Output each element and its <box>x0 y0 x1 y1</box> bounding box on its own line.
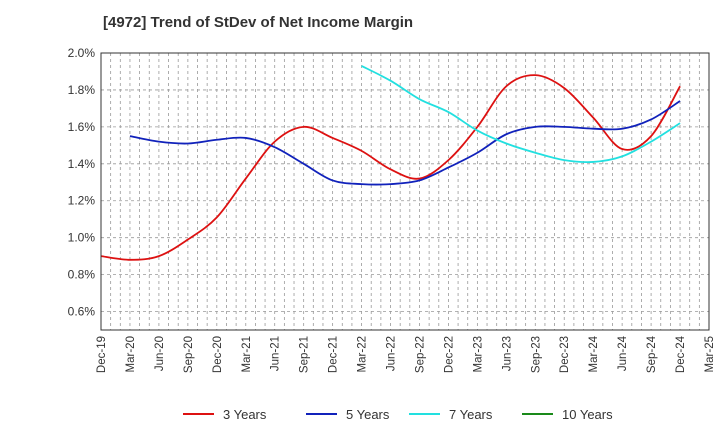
x-tick-label: Sep-22 <box>414 336 426 373</box>
x-tick-label: Mar-23 <box>472 336 484 372</box>
x-tick-label: Mar-25 <box>704 336 716 372</box>
x-tick-label: Dec-24 <box>675 335 687 373</box>
legend-label: 10 Years <box>562 407 613 422</box>
plot-frame <box>100 52 710 331</box>
y-tick-label: 0.8% <box>68 268 96 282</box>
y-axis-ticks: 2.0% 1.8% 1.6% 1.4% 1.2% 1.0% 0.8% 0.6% <box>68 46 96 319</box>
x-tick-label: Jun-22 <box>386 336 398 371</box>
x-tick-label: Dec-22 <box>443 336 455 373</box>
x-tick-label: Sep-24 <box>646 335 658 373</box>
x-axis-ticks: Dec-19 Mar-20 Jun-20 Sep-20 Dec-20 Mar-21 Jun-… <box>96 335 716 373</box>
y-tick-label: 1.0% <box>68 231 96 245</box>
grid <box>101 52 709 330</box>
x-tick-label: Jun-21 <box>270 336 282 371</box>
legend-item-5-years: 5 Years <box>306 407 390 422</box>
series-lines <box>100 65 681 261</box>
legend: 3 Years 5 Years 7 Years 10 Years <box>183 407 613 422</box>
x-tick-label: Dec-21 <box>328 336 340 373</box>
x-tick-label: Jun-24 <box>617 335 629 371</box>
series-line-7-years <box>361 65 681 164</box>
legend-item-10-years: 10 Years <box>522 407 613 422</box>
y-tick-label: 1.6% <box>68 120 96 134</box>
x-tick-label: Sep-21 <box>299 336 311 373</box>
x-tick-label: Dec-19 <box>96 336 108 373</box>
series-line-3-years <box>100 74 681 261</box>
y-tick-label: 2.0% <box>68 46 96 60</box>
x-tick-label: Dec-23 <box>559 336 571 373</box>
x-tick-label: Mar-24 <box>588 335 600 372</box>
chart-title: [4972] Trend of StDev of Net Income Marg… <box>103 14 414 31</box>
x-tick-label: Jun-20 <box>154 336 166 371</box>
legend-item-7-years: 7 Years <box>409 407 493 422</box>
series-line-5-years <box>129 100 681 186</box>
x-tick-label: Dec-20 <box>212 336 224 373</box>
x-tick-label: Jun-23 <box>501 336 513 371</box>
x-tick-label: Sep-20 <box>183 336 195 373</box>
legend-label: 3 Years <box>223 407 267 422</box>
y-tick-label: 1.8% <box>68 83 96 97</box>
legend-label: 7 Years <box>449 407 493 422</box>
y-tick-label: 1.4% <box>68 157 96 171</box>
x-tick-label: Mar-20 <box>125 336 137 372</box>
legend-item-3-years: 3 Years <box>183 407 267 422</box>
y-tick-label: 0.6% <box>68 305 96 319</box>
x-tick-label: Mar-21 <box>241 336 253 372</box>
legend-label: 5 Years <box>346 407 390 422</box>
x-tick-label: Sep-23 <box>530 336 542 373</box>
x-tick-label: Mar-22 <box>357 336 369 372</box>
y-tick-label: 1.2% <box>68 194 96 208</box>
